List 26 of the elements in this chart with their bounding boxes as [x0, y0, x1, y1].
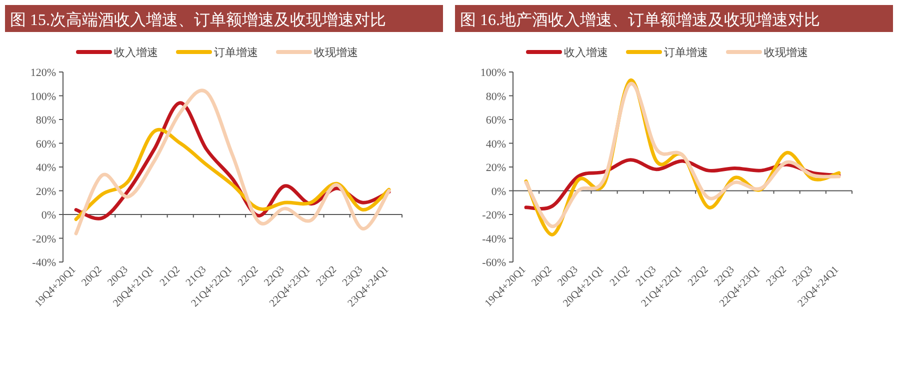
legend-label: 订单增速 [664, 46, 708, 59]
y-tick-label: 0% [41, 210, 56, 222]
legend-label: 收入增速 [564, 46, 608, 59]
y-tick-label: -40% [482, 233, 506, 246]
y-tick-label: 100% [30, 90, 56, 103]
y-tick-label: 100% [480, 67, 506, 79]
y-tick-label: -20% [482, 210, 506, 222]
y-tick-label: 60% [36, 138, 56, 150]
legend-label: 收现增速 [314, 46, 358, 59]
y-tick-label: 80% [486, 90, 506, 103]
y-tick-label: 0% [491, 186, 506, 198]
legend-label: 收现增速 [764, 46, 808, 59]
y-tick-label: 120% [30, 67, 56, 79]
y-tick-label: 40% [36, 162, 56, 174]
y-tick-label: -60% [482, 257, 506, 269]
legend-label: 收入增速 [114, 46, 158, 59]
chart-title: 图 16.地产酒收入增速、订单额增速及收现增速对比 [460, 11, 820, 29]
y-tick-label: 40% [486, 138, 506, 150]
y-tick-label: -20% [32, 233, 56, 246]
y-tick-label: -40% [32, 257, 56, 269]
y-tick-label: 60% [486, 114, 506, 126]
y-tick-label: 20% [36, 186, 56, 198]
legend-label: 订单增速 [214, 46, 258, 59]
y-tick-label: 20% [486, 162, 506, 174]
y-tick-label: 80% [36, 114, 56, 126]
chart-title: 图 15.次高端酒收入增速、订单额增速及收现增速对比 [10, 11, 386, 29]
